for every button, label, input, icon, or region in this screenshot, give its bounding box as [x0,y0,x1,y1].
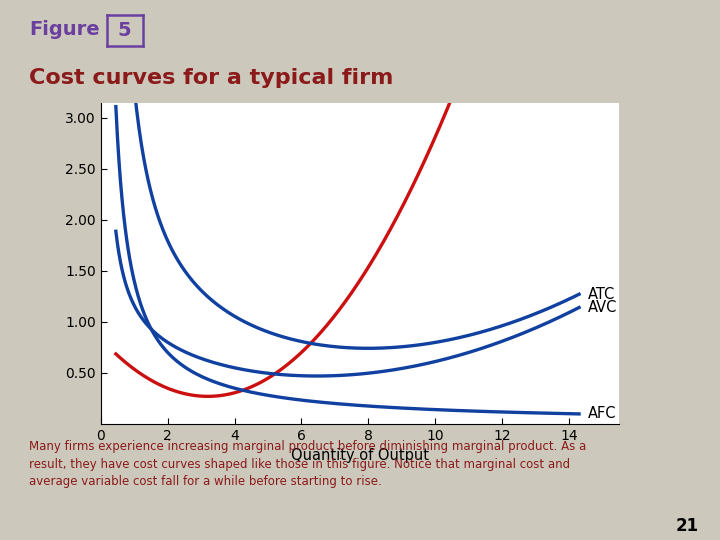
Text: AFC: AFC [588,407,616,421]
Text: ATC: ATC [588,287,615,302]
Text: 5: 5 [118,21,131,40]
Text: Many firms experience increasing marginal product before diminishing marginal pr: Many firms experience increasing margina… [29,440,586,488]
Text: 21: 21 [675,517,698,535]
Text: AVC: AVC [588,300,617,315]
Text: Figure: Figure [29,20,99,39]
X-axis label: Quantity of Output: Quantity of Output [291,448,429,463]
Text: Cost curves for a typical firm: Cost curves for a typical firm [29,68,393,89]
